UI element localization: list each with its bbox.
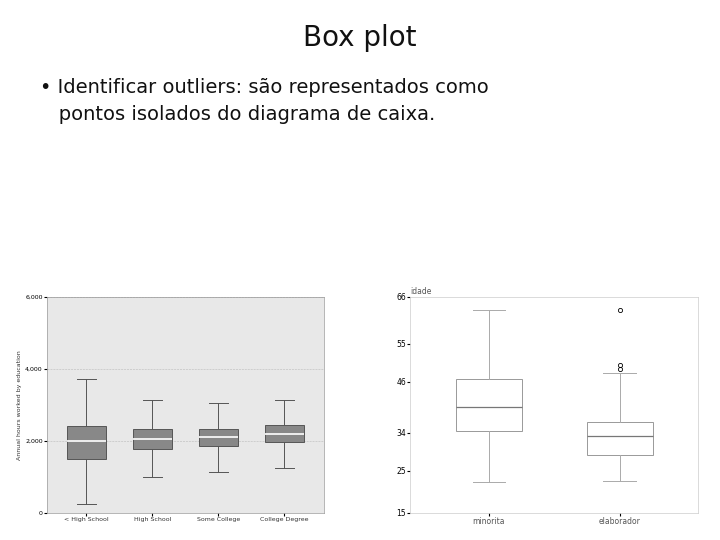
PathPatch shape — [265, 425, 305, 442]
Y-axis label: Annual hours worked by education: Annual hours worked by education — [17, 350, 22, 460]
PathPatch shape — [199, 429, 238, 447]
PathPatch shape — [132, 429, 172, 449]
PathPatch shape — [456, 380, 522, 431]
Text: Box plot: Box plot — [303, 24, 417, 52]
PathPatch shape — [67, 426, 107, 458]
Text: pontos isolados do diagrama de caixa.: pontos isolados do diagrama de caixa. — [40, 105, 435, 124]
Text: idade: idade — [410, 287, 432, 296]
PathPatch shape — [587, 422, 652, 455]
Text: • Identificar outliers: são representados como: • Identificar outliers: são representado… — [40, 78, 488, 97]
